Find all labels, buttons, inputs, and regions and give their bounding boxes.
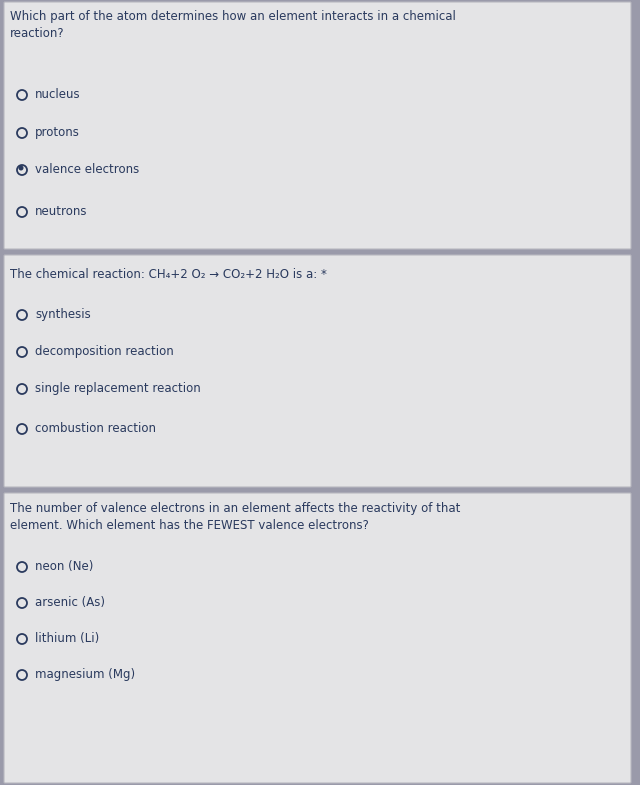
Circle shape bbox=[17, 347, 27, 357]
Circle shape bbox=[17, 207, 27, 217]
FancyBboxPatch shape bbox=[4, 493, 631, 783]
Circle shape bbox=[17, 634, 27, 644]
Circle shape bbox=[19, 166, 24, 170]
Text: arsenic (As): arsenic (As) bbox=[35, 596, 105, 609]
Text: valence electrons: valence electrons bbox=[35, 163, 140, 176]
Circle shape bbox=[17, 670, 27, 680]
Text: Which part of the atom determines how an element interacts in a chemical
reactio: Which part of the atom determines how an… bbox=[10, 10, 456, 40]
Circle shape bbox=[17, 128, 27, 138]
Text: lithium (Li): lithium (Li) bbox=[35, 632, 99, 645]
Text: nucleus: nucleus bbox=[35, 88, 81, 101]
Circle shape bbox=[17, 310, 27, 320]
Text: single replacement reaction: single replacement reaction bbox=[35, 382, 201, 395]
Text: neon (Ne): neon (Ne) bbox=[35, 560, 93, 573]
Circle shape bbox=[17, 384, 27, 394]
Text: The number of valence electrons in an element affects the reactivity of that
ele: The number of valence electrons in an el… bbox=[10, 502, 460, 532]
Text: decomposition reaction: decomposition reaction bbox=[35, 345, 173, 358]
Circle shape bbox=[17, 90, 27, 100]
FancyBboxPatch shape bbox=[4, 2, 631, 249]
Text: protons: protons bbox=[35, 126, 80, 139]
Circle shape bbox=[17, 165, 27, 175]
Circle shape bbox=[17, 562, 27, 572]
Text: combustion reaction: combustion reaction bbox=[35, 422, 156, 435]
Text: synthesis: synthesis bbox=[35, 308, 91, 321]
FancyBboxPatch shape bbox=[4, 255, 631, 487]
Text: magnesium (Mg): magnesium (Mg) bbox=[35, 668, 135, 681]
Text: The chemical reaction: CH₄+2 O₂ → CO₂+2 H₂O is a: *: The chemical reaction: CH₄+2 O₂ → CO₂+2 … bbox=[10, 268, 327, 281]
Circle shape bbox=[17, 424, 27, 434]
Circle shape bbox=[17, 598, 27, 608]
Text: neutrons: neutrons bbox=[35, 205, 88, 218]
